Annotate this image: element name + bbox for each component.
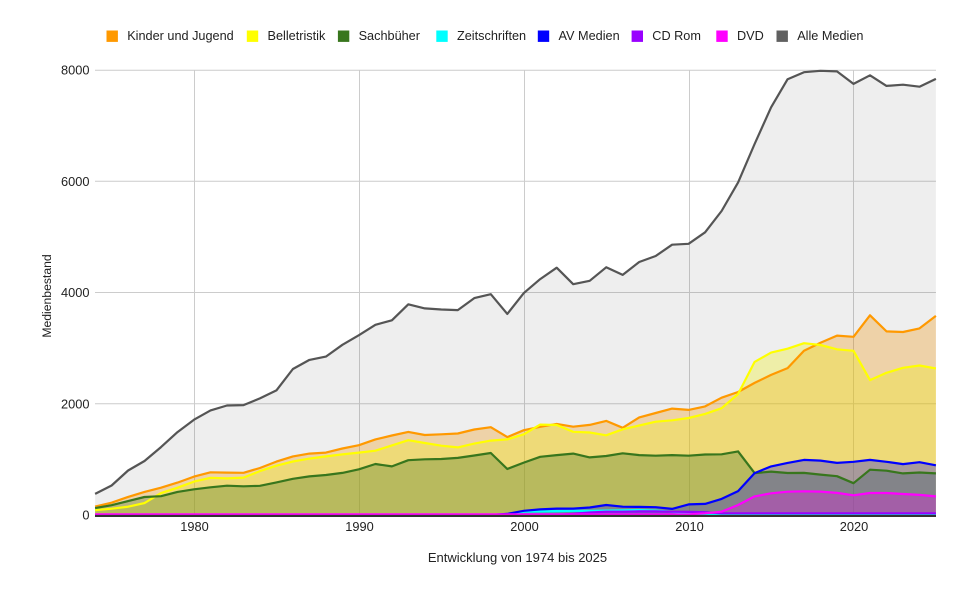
svg-text:Medienbestand: Medienbestand: [40, 254, 54, 337]
svg-text:1990: 1990: [345, 519, 373, 534]
svg-text:CD Rom: CD Rom: [652, 29, 701, 43]
svg-text:8000: 8000: [61, 63, 89, 78]
svg-text:4000: 4000: [61, 285, 89, 300]
svg-text:1980: 1980: [180, 519, 208, 534]
svg-text:2000: 2000: [510, 519, 538, 534]
svg-text:6000: 6000: [61, 174, 89, 189]
svg-text:Alle Medien: Alle Medien: [797, 29, 863, 43]
svg-text:0: 0: [82, 508, 89, 523]
svg-text:2020: 2020: [840, 519, 868, 534]
svg-text:2010: 2010: [675, 519, 703, 534]
svg-text:Entwicklung von 1974 bis 2025: Entwicklung von 1974 bis 2025: [428, 550, 607, 565]
svg-text:AV Medien: AV Medien: [559, 29, 620, 43]
svg-text:DVD: DVD: [737, 29, 764, 43]
svg-text:Zeitschriften: Zeitschriften: [457, 29, 526, 43]
svg-text:Kinder und Jugend: Kinder und Jugend: [127, 29, 234, 43]
svg-text:2000: 2000: [61, 396, 89, 411]
svg-text:Sachbüher: Sachbüher: [359, 29, 421, 43]
svg-text:Belletristik: Belletristik: [268, 29, 326, 43]
